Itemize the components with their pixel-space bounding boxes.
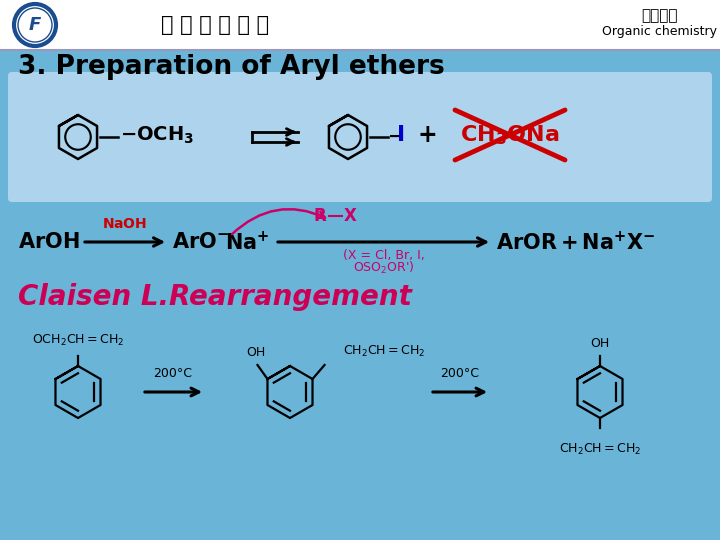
Text: $\mathbf{CH_3ONa}$: $\mathbf{CH_3ONa}$ <box>460 123 559 147</box>
Text: R: R <box>314 207 326 225</box>
Text: CH$_2$CH$=$CH$_2$: CH$_2$CH$=$CH$_2$ <box>559 442 642 457</box>
Text: $\mathbf{NaOH}$: $\mathbf{NaOH}$ <box>102 217 148 231</box>
Text: OSO$_2$OR'): OSO$_2$OR') <box>354 260 415 276</box>
Text: X: X <box>343 207 356 225</box>
Text: F: F <box>29 16 41 34</box>
Text: $\mathbf{-}$: $\mathbf{-}$ <box>387 125 403 145</box>
Text: $\mathbf{ArO}^{\mathbf{-}}$: $\mathbf{ArO}^{\mathbf{-}}$ <box>172 232 229 252</box>
Text: 200°C: 200°C <box>153 367 192 380</box>
Text: $\mathbf{-OCH_3}$: $\mathbf{-OCH_3}$ <box>120 124 194 146</box>
Bar <box>0 0 720 50</box>
Text: 有机化学: 有机化学 <box>642 9 678 24</box>
Text: OH: OH <box>246 346 265 359</box>
Text: Organic chemistry: Organic chemistry <box>603 25 718 38</box>
Text: $\mathbf{ArOR + Na^{+}X^{-}}$: $\mathbf{ArOR + Na^{+}X^{-}}$ <box>496 231 656 254</box>
Text: 河 南 工 程 学 院: 河 南 工 程 学 院 <box>161 15 269 35</box>
Text: I: I <box>397 125 405 145</box>
Text: CH$_2$CH$=$CH$_2$: CH$_2$CH$=$CH$_2$ <box>343 344 425 359</box>
Text: $\mathbf{ArOH}$: $\mathbf{ArOH}$ <box>18 232 80 252</box>
Text: $\mathbf{Na}^{\mathbf{+}}$: $\mathbf{Na}^{\mathbf{+}}$ <box>225 231 269 254</box>
Text: Claisen L.Rearrangement: Claisen L.Rearrangement <box>18 283 412 311</box>
Text: 3. Preparation of Aryl ethers: 3. Preparation of Aryl ethers <box>18 54 445 80</box>
Text: OCH$_2$CH$=$CH$_2$: OCH$_2$CH$=$CH$_2$ <box>32 333 124 348</box>
Text: +: + <box>418 123 438 147</box>
Text: (X = Cl, Br, I,: (X = Cl, Br, I, <box>343 248 425 261</box>
FancyBboxPatch shape <box>8 72 712 202</box>
Text: OH: OH <box>590 337 610 350</box>
Text: 200°C: 200°C <box>441 367 480 380</box>
FancyArrowPatch shape <box>232 209 325 234</box>
